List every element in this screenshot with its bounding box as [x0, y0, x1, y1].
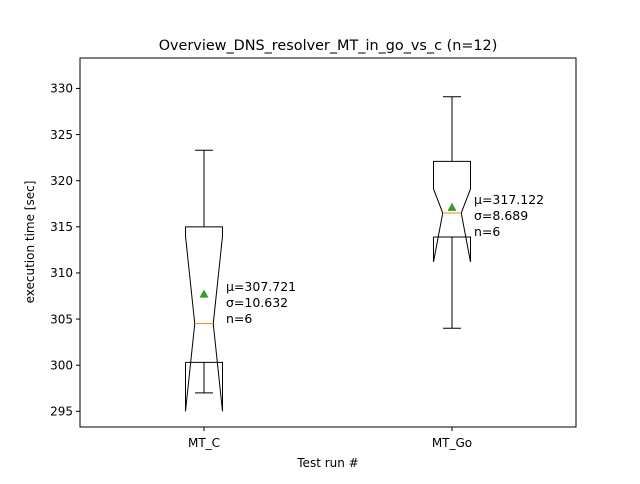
mean-marker [447, 202, 457, 211]
chart-title: Overview_DNS_resolver_MT_in_go_vs_c (n=1… [159, 38, 498, 54]
x-tick-label: MT_C [188, 436, 220, 450]
y-tick-label: 320 [50, 174, 73, 188]
stats-annotation: μ=317.122 [474, 192, 544, 207]
plot-frame [79, 57, 577, 428]
stats-annotation: σ=10.632 [226, 295, 288, 310]
notched-box [185, 226, 223, 412]
mean-marker [199, 289, 209, 298]
y-tick-label: 310 [50, 266, 73, 280]
x-axis-label: Test run # [296, 456, 358, 470]
y-axis-label: execution time [sec] [23, 181, 37, 304]
y-tick-label: 295 [50, 405, 73, 419]
x-tick-label: MT_Go [432, 436, 472, 450]
y-tick-label: 325 [50, 128, 73, 142]
notched-box [433, 160, 471, 262]
stats-annotation: n=6 [474, 224, 500, 239]
y-tick-label: 300 [50, 358, 73, 372]
stats-annotation: σ=8.689 [474, 208, 528, 223]
y-tick-label: 330 [50, 82, 73, 96]
y-tick-label: 315 [50, 220, 73, 234]
y-tick-label: 305 [50, 312, 73, 326]
stats-annotation: μ=307.721 [226, 279, 296, 294]
stats-annotation: n=6 [226, 311, 252, 326]
